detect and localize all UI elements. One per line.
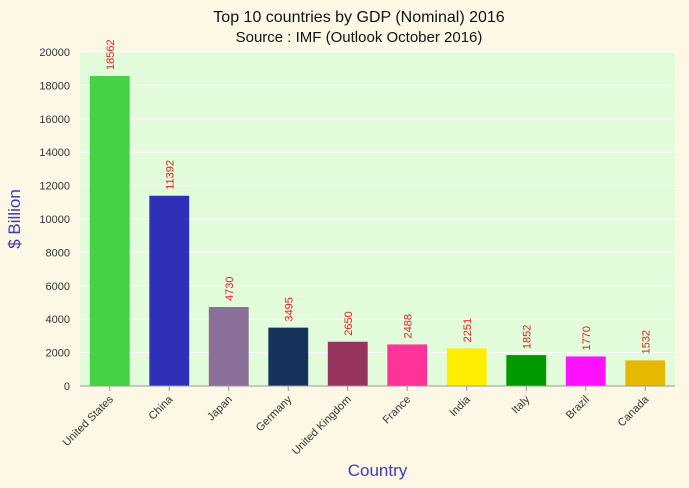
chart-subtitle: Source : IMF (Outlook October 2016) bbox=[236, 29, 483, 46]
x-tick-label: India bbox=[448, 393, 474, 419]
y-tick-label: 10000 bbox=[39, 214, 70, 226]
y-tick-label: 8000 bbox=[46, 247, 70, 259]
x-tick-label: Brazil bbox=[564, 394, 592, 422]
x-axis-title: Country bbox=[348, 461, 408, 480]
bar bbox=[268, 327, 309, 386]
x-tick-label: Germany bbox=[254, 393, 295, 434]
x-tick-label: United States bbox=[61, 393, 117, 449]
data-label: 2251 bbox=[462, 318, 474, 342]
data-label: 2650 bbox=[343, 311, 355, 335]
bar bbox=[625, 360, 666, 386]
data-label: 1532 bbox=[640, 330, 652, 354]
y-tick-label: 16000 bbox=[39, 114, 70, 126]
y-tick-label: 4000 bbox=[46, 314, 70, 326]
y-axis-ticks: 0 2000 4000 6000 8000 10000 12000 14000 16000 180… bbox=[39, 47, 70, 393]
x-tick-label: Japan bbox=[205, 394, 235, 424]
bar bbox=[446, 348, 487, 386]
x-tick-label: France bbox=[381, 394, 414, 427]
bar bbox=[565, 356, 606, 386]
y-tick-label: 20000 bbox=[39, 47, 70, 59]
bar bbox=[149, 195, 190, 386]
data-label: 1770 bbox=[581, 326, 593, 350]
data-label: 1852 bbox=[521, 325, 533, 349]
x-tick-label: Italy bbox=[510, 393, 533, 416]
data-label: 4730 bbox=[224, 277, 236, 301]
data-label: 2488 bbox=[402, 314, 414, 338]
y-tick-label: 18000 bbox=[39, 80, 70, 92]
data-label: 18562 bbox=[105, 39, 117, 70]
x-tick-label: United Kingdom bbox=[290, 394, 354, 458]
x-tick-label: Canada bbox=[616, 393, 652, 429]
y-tick-label: 14000 bbox=[39, 147, 70, 159]
data-label: 3495 bbox=[283, 297, 295, 321]
y-tick-label: 0 bbox=[64, 381, 70, 393]
chart-title: Top 10 countries by GDP (Nominal) 2016 bbox=[213, 9, 505, 26]
bar bbox=[89, 76, 130, 387]
bars bbox=[89, 76, 666, 387]
x-tick-label: China bbox=[147, 393, 176, 422]
bar bbox=[327, 341, 368, 386]
bar bbox=[387, 344, 428, 386]
bar bbox=[506, 355, 547, 386]
y-tick-label: 2000 bbox=[46, 348, 70, 360]
y-axis-title: $ Billion bbox=[5, 189, 24, 249]
y-tick-label: 12000 bbox=[39, 181, 70, 193]
bar bbox=[208, 307, 249, 386]
data-labels: 18562 11392 4730 3495 2650 2488 2251 1852 1770 15… bbox=[105, 39, 653, 354]
y-tick-label: 6000 bbox=[46, 281, 70, 293]
data-label: 11392 bbox=[164, 160, 176, 190]
